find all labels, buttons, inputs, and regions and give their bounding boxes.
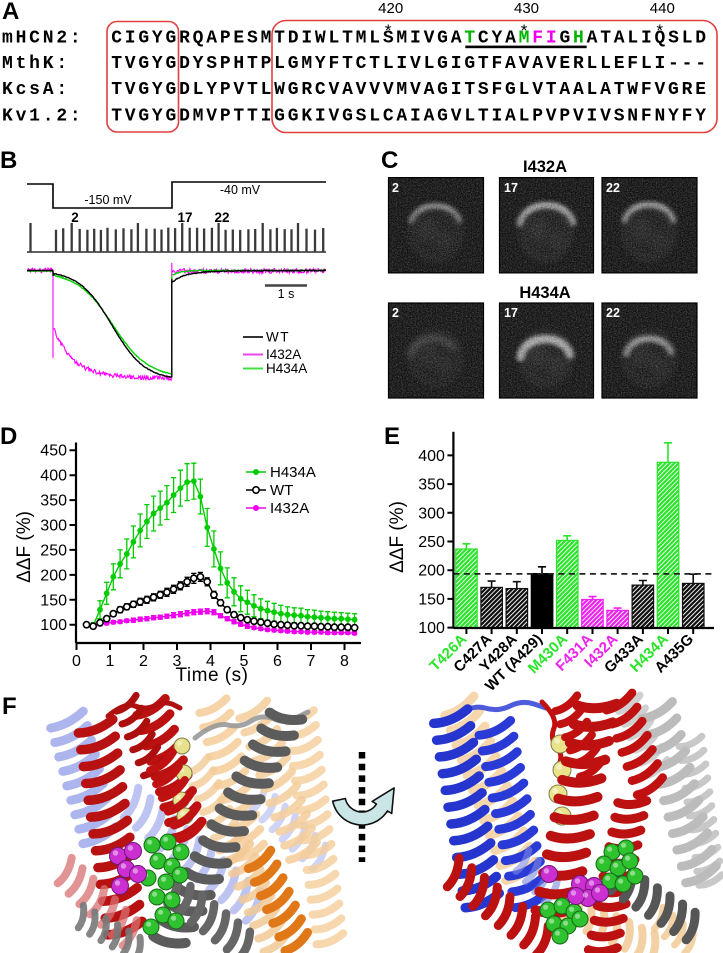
svg-text:300: 300 — [418, 505, 445, 522]
svg-text:Kv1.2:: Kv1.2: — [2, 106, 84, 126]
svg-text:2: 2 — [392, 181, 399, 195]
svg-text:2: 2 — [392, 306, 399, 320]
svg-text:430: 430 — [514, 0, 539, 17]
svg-text:-40 mV: -40 mV — [220, 183, 261, 197]
svg-text:6: 6 — [273, 653, 282, 670]
svg-text:350: 350 — [40, 493, 67, 510]
svg-text:7: 7 — [307, 653, 316, 670]
svg-text:22: 22 — [606, 306, 620, 320]
svg-text:2: 2 — [71, 210, 79, 225]
svg-text:22: 22 — [606, 181, 620, 195]
svg-text:200: 200 — [418, 563, 445, 580]
svg-text:ΔΔF (%): ΔΔF (%) — [14, 511, 35, 583]
svg-text:H434A: H434A — [266, 361, 307, 376]
svg-text:440: 440 — [650, 0, 675, 17]
svg-text:H434A: H434A — [270, 464, 316, 481]
svg-text:17: 17 — [504, 306, 518, 320]
svg-text:250: 250 — [418, 534, 445, 551]
svg-text:F: F — [2, 693, 17, 720]
svg-text:0: 0 — [72, 653, 81, 670]
svg-text:300: 300 — [40, 518, 67, 535]
svg-text:400: 400 — [418, 448, 445, 465]
svg-text:8: 8 — [340, 653, 349, 670]
svg-text:TVGYGDMVPTTIGGKIVGSLCAIAGVLTIA: TVGYGDMVPTTIGGKIVGSLCAIAGVLTIALPVPVIVSNF… — [111, 106, 709, 126]
svg-text:22: 22 — [214, 210, 229, 225]
svg-text:420: 420 — [378, 0, 403, 17]
svg-text:ΔΔF (%): ΔΔF (%) — [387, 501, 408, 573]
svg-text:*: * — [385, 21, 392, 40]
svg-text:100: 100 — [418, 620, 445, 637]
svg-text:WT: WT — [266, 330, 290, 345]
svg-text:MthK:: MthK: — [2, 54, 70, 74]
svg-text:17: 17 — [504, 181, 518, 195]
svg-text:350: 350 — [418, 477, 445, 494]
svg-text:450: 450 — [40, 443, 67, 460]
svg-text:A: A — [2, 0, 19, 25]
svg-text:*: * — [656, 21, 663, 40]
svg-text:I432A: I432A — [266, 347, 301, 362]
svg-text:150: 150 — [418, 591, 445, 608]
svg-text:Time (s): Time (s) — [176, 665, 249, 686]
svg-text:1: 1 — [106, 653, 115, 670]
svg-text:D: D — [0, 423, 17, 450]
svg-text:CIGYGRQAPESMTDIWLTMLSMIVGATCYA: CIGYGRQAPESMTDIWLTMLSMIVGATCYAMFIGHATALI… — [111, 29, 709, 49]
svg-text:H434A: H434A — [519, 284, 570, 302]
svg-text:C: C — [381, 147, 398, 174]
svg-text:I432A: I432A — [270, 500, 309, 517]
svg-text:250: 250 — [40, 542, 67, 559]
svg-text:2: 2 — [139, 653, 148, 670]
svg-text:1 s: 1 s — [278, 287, 295, 301]
svg-text:I432A: I432A — [523, 158, 567, 176]
svg-text:mHCN2:: mHCN2: — [2, 29, 84, 49]
svg-text:*: * — [521, 21, 528, 40]
svg-text:KcsA:: KcsA: — [2, 80, 70, 100]
svg-text:TVGYGDYSPHTPLGMYFTCTLIVLGIGTFA: TVGYGDYSPHTPLGMYFTCTLIVLGIGTFAVAVERLLEFL… — [111, 54, 709, 74]
svg-text:WT: WT — [270, 482, 293, 499]
svg-text:4: 4 — [206, 653, 215, 670]
svg-text:B: B — [0, 147, 17, 174]
svg-text:E: E — [384, 423, 400, 450]
svg-text:200: 200 — [40, 567, 67, 584]
svg-text:400: 400 — [40, 468, 67, 485]
svg-text:TVGYGDLYPVTLWGRCVAVVVMVAGITSFG: TVGYGDLYPVTLWGRCVAVVVMVAGITSFGLVTAALATWF… — [111, 80, 709, 100]
svg-text:-150 mV: -150 mV — [84, 193, 132, 207]
svg-text:17: 17 — [177, 210, 192, 225]
svg-text:150: 150 — [40, 592, 67, 609]
svg-text:3: 3 — [173, 653, 182, 670]
svg-text:100: 100 — [40, 617, 67, 634]
svg-text:5: 5 — [240, 653, 249, 670]
